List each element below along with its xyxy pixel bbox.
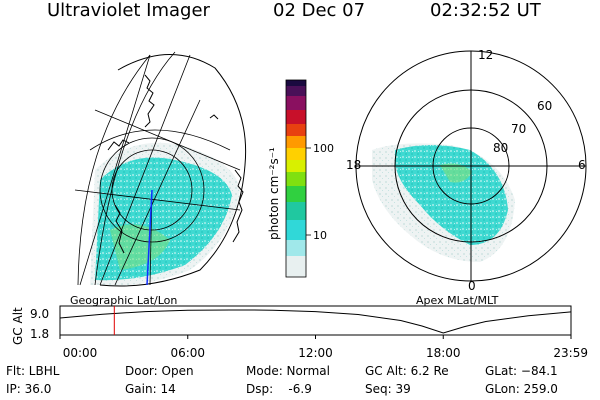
- apex-polar-map: 12 18 6 0 60 70 80: [346, 48, 587, 293]
- aurora-bright-apex: [440, 163, 472, 183]
- y-tick-label: 9.0: [30, 307, 49, 321]
- gain-status: Gain: 14: [125, 382, 176, 396]
- aurora-oval-apex: [395, 145, 508, 245]
- mlat-label-70: 70: [511, 122, 526, 136]
- meridian-line: [114, 99, 201, 286]
- ip-status: IP: 36.0: [6, 382, 52, 396]
- coastline: [107, 139, 130, 151]
- meridian-line: [79, 54, 151, 286]
- noon-meridian-line: [146, 189, 153, 286]
- y-tick-label: 1.8: [30, 327, 49, 341]
- colorbar-tick-10: 10: [313, 229, 327, 242]
- gc-alt-chart: GC Alt 9.0 1.8 00:00 06:00 12:00 18:00 23:59: [11, 305, 588, 360]
- mlt-label-6: 6: [578, 158, 586, 172]
- coastline: [209, 114, 219, 120]
- glat-status: GLat: −84.1: [485, 364, 558, 378]
- colorbar: 100 10 photon cm⁻²s⁻¹: [267, 79, 334, 278]
- filter-status: Flt: LBHL: [6, 364, 60, 378]
- mlt-label-0: 0: [468, 279, 476, 293]
- y-axis-label: GC Alt: [11, 307, 25, 345]
- colorbar-tick-100: 100: [313, 142, 334, 155]
- meridian-line: [94, 51, 176, 286]
- meridian-line: [99, 54, 191, 286]
- meridian-line: [77, 54, 151, 286]
- latitude-circle: [89, 129, 231, 151]
- title-bar: Ultraviolet Imager 02 Dec 07 02:32:52 UT: [0, 0, 600, 26]
- apex-map-label: Apex MLat/MLT: [416, 294, 499, 307]
- mlt-label-12: 12: [478, 48, 493, 62]
- gc-alt-status: GC Alt: 6.2 Re: [365, 364, 449, 378]
- seq-status: Seq: 39: [365, 382, 411, 396]
- latitude-circle: [99, 137, 205, 243]
- aurora-bright-geo: [110, 224, 170, 270]
- gc-alt-series-line: [59, 309, 572, 334]
- x-tick-label: 18:00: [426, 346, 461, 360]
- x-tick-label: 06:00: [170, 346, 205, 360]
- map-boundary: [99, 54, 247, 287]
- door-status: Door: Open: [125, 364, 194, 378]
- mode-status: Mode: Normal: [246, 364, 330, 378]
- coastline: [144, 74, 155, 128]
- glon-status: GLon: 259.0: [485, 382, 558, 396]
- status-footer: Flt: LBHL IP: 36.0 Door: Open Gain: 14 M…: [0, 362, 600, 400]
- geo-map-label: Geographic Lat/Lon: [70, 294, 177, 307]
- geographic-map: [74, 51, 247, 287]
- colorbar-label: photon cm⁻²s⁻¹: [267, 147, 281, 240]
- mlat-label-80: 80: [493, 141, 508, 155]
- date-label: 02 Dec 07: [273, 0, 366, 21]
- mlat-label-60: 60: [537, 99, 552, 113]
- meridian-line: [74, 189, 241, 211]
- coastline: [114, 204, 125, 254]
- mlt-label-18: 18: [346, 158, 361, 172]
- x-tick-label: 23:59: [553, 346, 588, 360]
- x-tick-label: 12:00: [298, 346, 333, 360]
- x-tick-label: 00:00: [63, 346, 98, 360]
- latitude-circle: [111, 149, 193, 231]
- instrument-title: Ultraviolet Imager: [47, 0, 210, 21]
- time-label: 02:32:52 UT: [430, 0, 541, 21]
- dsp-status: Dsp: -6.9: [246, 382, 312, 396]
- coastline: [232, 169, 244, 243]
